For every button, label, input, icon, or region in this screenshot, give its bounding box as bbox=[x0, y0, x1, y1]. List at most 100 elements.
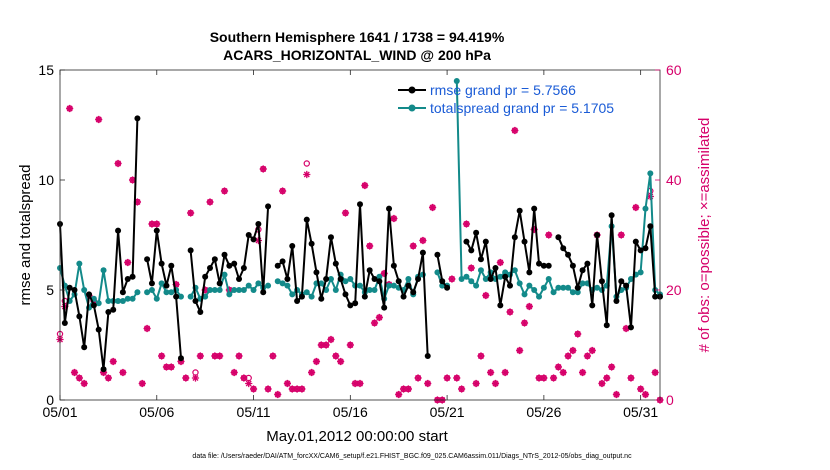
obs-assimilated-point bbox=[225, 286, 233, 294]
rmse-point bbox=[327, 234, 334, 241]
legend-spread-label: totalspread grand pr = 5.1705 bbox=[430, 100, 614, 116]
rmse-point bbox=[76, 313, 83, 320]
totalspread-point bbox=[569, 289, 576, 296]
rmse-point bbox=[332, 260, 339, 267]
obs-assimilated-point bbox=[259, 165, 267, 173]
obs-assimilated-point bbox=[104, 374, 112, 382]
totalspread-point bbox=[565, 284, 572, 291]
chart-title-line1: Southern Hemisphere 1641 / 1738 = 94.419… bbox=[210, 29, 505, 45]
rmse-point bbox=[202, 273, 209, 280]
rmse-point bbox=[473, 229, 480, 236]
obs-assimilated-point bbox=[428, 203, 437, 212]
totalspread-point bbox=[579, 280, 586, 287]
obs-assimilated-point bbox=[370, 319, 379, 327]
totalspread-point bbox=[497, 273, 504, 280]
obs-assimilated-point bbox=[409, 242, 417, 250]
data-file-footnote: data file: /Users/raeder/DAI/ATM_forcXX/… bbox=[192, 453, 632, 460]
obs-assimilated-point bbox=[559, 368, 567, 377]
obs-assimilated-point bbox=[80, 379, 88, 388]
rmse-point bbox=[342, 291, 349, 298]
obs-assimilated-point bbox=[399, 385, 408, 393]
rmse-point bbox=[652, 293, 659, 300]
totalspread-point bbox=[95, 300, 102, 307]
rmse-point bbox=[395, 278, 402, 285]
rmse-point bbox=[371, 276, 378, 282]
rmse-point bbox=[468, 247, 475, 254]
obs-assimilated-point bbox=[462, 220, 471, 228]
totalspread-point bbox=[357, 282, 363, 289]
obs-assimilated-point bbox=[283, 379, 292, 388]
rmse-point bbox=[618, 278, 625, 285]
rmse-point bbox=[381, 304, 388, 311]
totalspread-point bbox=[177, 293, 184, 300]
obs-assimilated-point bbox=[201, 286, 209, 294]
obs-assimilated-point bbox=[448, 275, 456, 283]
obs-assimilated-point bbox=[119, 368, 127, 377]
rmse-point bbox=[410, 289, 417, 296]
obs-assimilated-point bbox=[569, 346, 577, 355]
rmse-point bbox=[386, 205, 393, 212]
obs-assimilated-point bbox=[608, 363, 616, 371]
obs-assimilated-point bbox=[249, 385, 258, 393]
rmse-point bbox=[584, 260, 591, 267]
obs-assimilated-point bbox=[75, 374, 83, 382]
x-tick-label: 05/16 bbox=[333, 404, 368, 420]
obs-assimilated-point bbox=[414, 374, 422, 382]
totalspread-point bbox=[105, 298, 112, 304]
obs-assimilated-point bbox=[617, 231, 625, 239]
obs-assimilated-point bbox=[612, 390, 621, 399]
rmse-point bbox=[313, 269, 320, 276]
rmse-point bbox=[579, 267, 586, 274]
rmse-point bbox=[434, 251, 441, 258]
obs-assimilated-point bbox=[177, 357, 185, 366]
obs-assimilated-point bbox=[525, 302, 533, 311]
obs-assimilated-point bbox=[109, 357, 117, 366]
obs-assimilated-point bbox=[511, 126, 519, 135]
x-tick-label: 05/31 bbox=[623, 404, 658, 420]
totalspread-point bbox=[473, 282, 480, 289]
rmse-point bbox=[415, 276, 422, 282]
y-right-tick-label: 20 bbox=[666, 282, 682, 298]
obs-assimilated-point bbox=[380, 269, 388, 278]
rmse-point bbox=[216, 280, 223, 287]
rmse-point bbox=[95, 326, 102, 333]
totalspread-point bbox=[153, 295, 160, 302]
obs-assimilated-point bbox=[506, 308, 514, 316]
rmse-point bbox=[569, 262, 576, 269]
totalspread-point bbox=[477, 267, 484, 274]
obs-possible-point bbox=[303, 160, 310, 167]
rmse-point bbox=[158, 260, 165, 267]
rmse-point bbox=[308, 240, 315, 247]
obs-assimilated-point bbox=[477, 352, 485, 360]
totalspread-point bbox=[187, 293, 194, 300]
obs-assimilated-point bbox=[366, 242, 374, 250]
totalspread-point bbox=[458, 276, 465, 282]
obs-assimilated-point bbox=[322, 341, 330, 349]
obs-assimilated-point bbox=[143, 324, 151, 333]
obs-assimilated-point bbox=[66, 104, 74, 113]
totalspread-point bbox=[240, 287, 247, 293]
obs-assimilated-point bbox=[535, 374, 543, 382]
totalspread-point bbox=[168, 289, 175, 296]
totalspread-point bbox=[124, 295, 131, 302]
rmse-point bbox=[148, 280, 155, 287]
obs-assimilated-point bbox=[530, 225, 538, 234]
obs-assimilated-point bbox=[278, 187, 287, 195]
obs-assimilated-point bbox=[496, 258, 504, 267]
series-lines bbox=[57, 78, 663, 373]
rmse-point bbox=[124, 276, 131, 282]
rmse-point bbox=[221, 251, 228, 258]
rmse-point bbox=[536, 260, 543, 267]
obs-assimilated-point bbox=[578, 368, 587, 377]
totalspread-point bbox=[211, 287, 218, 293]
totalspread-point bbox=[221, 271, 228, 278]
rmse-point bbox=[303, 216, 310, 223]
rmse-point bbox=[357, 201, 363, 208]
rmse-point bbox=[497, 302, 504, 309]
totalspread-point bbox=[332, 287, 339, 293]
rmse-point bbox=[637, 247, 644, 254]
rmse-point bbox=[487, 276, 494, 282]
rmse-point bbox=[284, 276, 291, 282]
totalspread-point bbox=[100, 267, 107, 274]
x-axis-label: May.01,2012 00:00:00 start bbox=[266, 428, 448, 445]
